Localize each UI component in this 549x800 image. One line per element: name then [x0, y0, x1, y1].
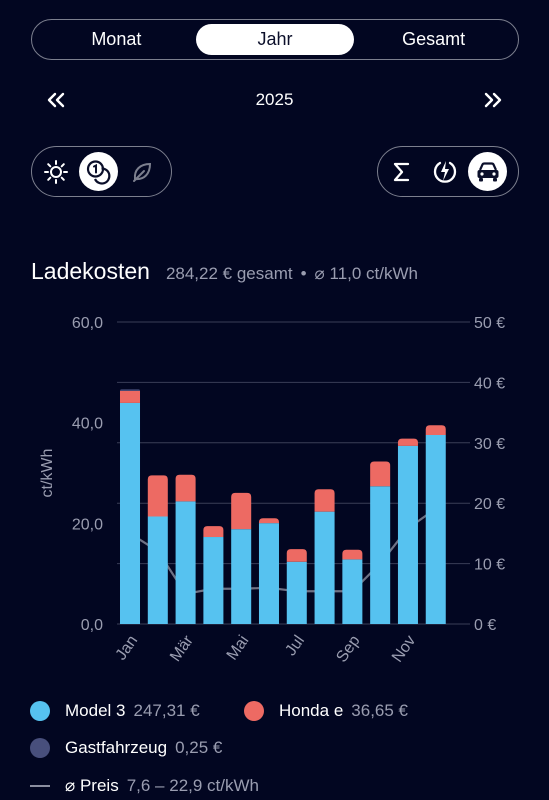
average-price: ⌀ 11,0 ct/kWh: [314, 264, 418, 283]
legend-item-guest[interactable]: Gastfahrzeug 0,25 €: [30, 738, 222, 758]
by-charger-button[interactable]: [425, 152, 464, 191]
double-chevron-right-icon: [484, 92, 502, 108]
bar-segment: [397, 445, 418, 624]
sigma-icon: [393, 162, 409, 181]
y-tick-label-left: 60,0: [72, 315, 103, 332]
bar-segment: [397, 438, 418, 446]
bar-segment: [286, 561, 307, 624]
year-navigation: 2025: [0, 84, 549, 116]
x-tick-label: Mai: [224, 633, 253, 664]
tab-gesamt[interactable]: Gesamt: [402, 29, 466, 49]
bar-segment: [120, 390, 141, 403]
total-view-button[interactable]: [382, 152, 421, 191]
double-chevron-left-icon: [47, 92, 65, 108]
sun-icon: [43, 159, 68, 184]
y-axis-title: ct/kWh: [39, 449, 56, 498]
legend-line-price: [30, 785, 50, 787]
legend-value-model3: 247,31 €: [133, 701, 200, 720]
bar-segment: [258, 523, 279, 624]
y-tick-label-right: 30 €: [474, 436, 505, 453]
legend-dot-model3: [30, 701, 50, 721]
y-tick-label-left: 20,0: [72, 516, 103, 533]
energy-view-button[interactable]: [36, 152, 75, 191]
y-tick-label-left: 0,0: [81, 617, 103, 634]
bar-segment: [425, 425, 446, 435]
grouping-selector: [377, 146, 519, 197]
tab-monat[interactable]: Monat: [91, 29, 142, 49]
car-icon: [477, 161, 498, 181]
bar-segment: [147, 516, 168, 624]
x-tick-label: Jul: [282, 633, 308, 660]
x-tick-label: Mär: [167, 632, 197, 665]
y-tick-label-right: 40 €: [474, 375, 505, 392]
total-cost: 284,22 € gesamt: [165, 264, 293, 283]
legend-dot-honda: [244, 701, 264, 721]
legend-label-price: ⌀ Preis: [65, 776, 119, 795]
legend-value-price: 7,6 – 22,9 ct/kWh: [126, 776, 259, 795]
bar-segment: [175, 474, 196, 502]
x-tick-label: Jan: [113, 633, 142, 664]
metric-selector: [31, 146, 172, 197]
bar-segment: [231, 492, 252, 530]
bar-segment: [147, 475, 168, 517]
y-tick-label-right: 20 €: [474, 496, 505, 513]
next-year-button[interactable]: [475, 84, 511, 116]
bar-segment: [314, 489, 335, 512]
legend-item-honda[interactable]: Honda e 36,65 €: [244, 701, 408, 721]
x-tick-label: Sep: [333, 632, 363, 665]
legend-value-guest: 0,25 €: [175, 738, 223, 757]
bar-segment: [120, 389, 141, 391]
bar-segment: [314, 511, 335, 624]
leaf-icon: [132, 162, 151, 182]
bar-segment: [120, 402, 141, 624]
bar-segment: [370, 461, 391, 487]
monthly-cost-chart: 0 € 10 € 20 € 30 € 40 € 50 € 0,0 20,0 40,0 60,0 ct…: [39, 315, 505, 666]
previous-year-button[interactable]: [38, 84, 74, 116]
bar-segment: [370, 486, 391, 624]
tab-jahr[interactable]: Jahr: [195, 24, 355, 55]
legend-label-guest: Gastfahrzeug: [65, 738, 168, 757]
bar-segment: [231, 529, 252, 624]
legend-label-honda: Honda e: [279, 701, 344, 720]
by-vehicle-button[interactable]: [468, 152, 507, 191]
charger-icon: [433, 160, 456, 183]
bar-segment: [203, 537, 224, 624]
bar-segment: [342, 559, 363, 624]
bar-segment: [175, 501, 196, 624]
separator-dot: •: [300, 264, 307, 283]
coins-icon: [86, 159, 110, 185]
y-tick-label-right: 50 €: [474, 315, 505, 332]
chart-title: Ladekosten: [31, 258, 150, 284]
bar-segment: [286, 549, 307, 562]
y-tick-label-left: 40,0: [72, 416, 103, 433]
cost-view-button[interactable]: [79, 152, 118, 191]
co2-view-button[interactable]: [122, 152, 161, 191]
y-tick-label-right: 10 €: [474, 557, 505, 574]
bar-segment: [342, 549, 363, 560]
legend-dot-guest: [30, 738, 50, 758]
legend-label-model3: Model 3: [65, 701, 126, 720]
bar-segment: [258, 518, 279, 524]
period-switcher: Monat Jahr Gesamt: [31, 19, 519, 60]
legend-item-model3[interactable]: Model 3 247,31 €: [30, 701, 200, 721]
bar-segment: [203, 526, 224, 538]
legend-item-price: ⌀ Preis 7,6 – 22,9 ct/kWh: [30, 776, 259, 796]
year-label: 2025: [255, 90, 294, 109]
y-tick-label-right: 0 €: [474, 617, 496, 634]
bar-segment: [425, 434, 446, 624]
legend-value-honda: 36,65 €: [351, 701, 409, 720]
x-tick-label: Nov: [389, 633, 419, 666]
chart-header: Ladekosten 284,22 € gesamt • ⌀ 11,0 ct/k…: [31, 258, 418, 285]
